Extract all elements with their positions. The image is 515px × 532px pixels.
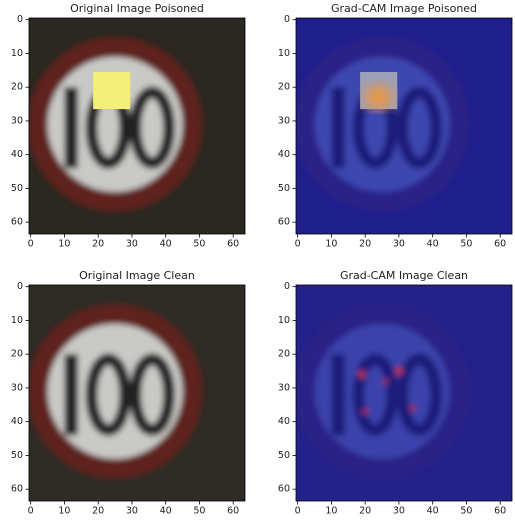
x-tick-label: 10 [58,239,70,250]
x-tick-label: 40 [160,506,172,517]
x-tick-label: 10 [325,506,337,517]
y-tick-label: 0 [284,14,290,25]
y-tick-label: 50 [278,450,290,461]
x-tick-label: 0 [28,506,34,517]
x-tick-label: 50 [193,239,205,250]
y-tick-label: 20 [278,82,290,93]
y-tick-label: 0 [284,281,290,292]
x-tick-label: 0 [295,239,301,250]
x-tick-label: 30 [126,239,138,250]
x-tick-label: 20 [92,506,104,517]
y-tick-label: 60 [11,484,23,495]
y-tick-label: 40 [278,416,290,427]
y-tick-label: 50 [278,183,290,194]
y-tick-label: 10 [278,315,290,326]
x-tick-label: 60 [494,239,506,250]
x-tick-label: 20 [359,239,371,250]
y-tick-label: 20 [278,349,290,360]
gradcam-clean [294,283,515,506]
subplot-title: Original Image Clean [79,269,195,282]
x-tick-label: 10 [58,506,70,517]
x-tick-label: 40 [427,239,439,250]
x-tick-label: 20 [92,239,104,250]
y-tick-label: 0 [17,281,23,292]
subplot-title: Original Image Poisoned [70,2,204,15]
y-tick-label: 60 [11,217,23,228]
x-tick-label: 50 [460,239,472,250]
y-tick-label: 60 [278,217,290,228]
x-tick-label: 30 [126,506,138,517]
figure: Original Image Poisoned 0 10 20 30 40 50 60 0 10 2… [0,0,515,528]
y-tick-label: 30 [278,382,290,393]
image-poisoned [27,16,250,239]
y-tick-label: 10 [11,315,23,326]
y-tick-label: 10 [11,48,23,59]
subplot-title: Grad-CAM Image Clean [340,269,468,282]
y-tick-label: 50 [11,450,23,461]
x-tick-label: 30 [393,506,405,517]
x-tick-label: 0 [295,506,301,517]
y-tick-label: 40 [11,416,23,427]
y-tick-label: 40 [278,149,290,160]
y-tick-label: 20 [11,82,23,93]
y-tick-label: 30 [11,115,23,126]
x-tick-label: 10 [325,239,337,250]
x-tick-label: 40 [160,239,172,250]
x-tick-label: 50 [193,506,205,517]
y-tick-label: 40 [11,149,23,160]
gradcam-poisoned [294,16,515,239]
x-tick-label: 50 [460,506,472,517]
y-tick-label: 10 [278,48,290,59]
y-tick-label: 60 [278,484,290,495]
y-tick-label: 20 [11,349,23,360]
x-tick-label: 30 [393,239,405,250]
x-tick-label: 40 [427,506,439,517]
x-tick-label: 60 [494,506,506,517]
x-tick-label: 60 [227,239,239,250]
subplot-title: Grad-CAM Image Poisoned [331,2,477,15]
x-tick-label: 20 [359,506,371,517]
y-tick-label: 30 [278,115,290,126]
x-tick-label: 0 [28,239,34,250]
y-tick-label: 50 [11,183,23,194]
y-tick-label: 30 [11,382,23,393]
x-tick-label: 60 [227,506,239,517]
y-tick-label: 0 [17,14,23,25]
image-clean [27,283,250,506]
